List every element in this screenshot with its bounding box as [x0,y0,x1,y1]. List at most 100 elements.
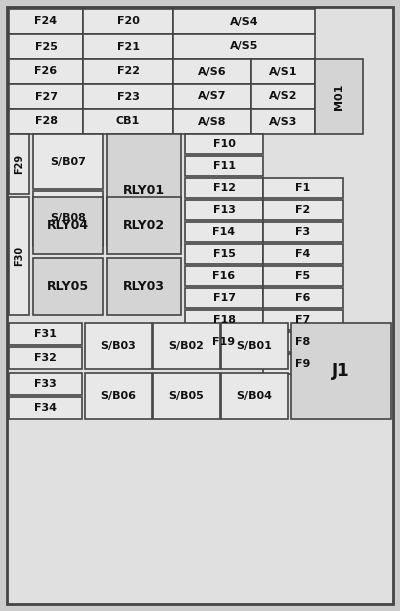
Text: F6: F6 [295,293,311,303]
Text: M01: M01 [334,83,344,110]
Bar [33,191,103,246]
Bar [173,84,251,109]
Text: A/S6: A/S6 [198,67,226,76]
Text: F21: F21 [116,42,140,51]
Bar [263,178,343,198]
Bar [185,332,263,352]
Bar [291,323,391,419]
Bar [9,323,82,345]
Text: F19: F19 [212,337,236,347]
Text: S/B04: S/B04 [236,391,272,401]
Text: F18: F18 [212,315,236,325]
Bar [9,347,82,369]
Bar [9,34,83,59]
Bar [185,288,263,308]
Bar [107,134,181,246]
Bar [83,84,173,109]
Text: S/B03: S/B03 [101,341,136,351]
Bar [263,200,343,220]
Bar [85,323,152,369]
Text: F31: F31 [34,329,57,339]
Text: S/B02: S/B02 [168,341,204,351]
Text: S/B07: S/B07 [50,156,86,167]
Text: F26: F26 [34,67,58,76]
Bar [185,266,263,286]
Text: F25: F25 [34,42,58,51]
Bar [173,59,251,84]
Bar [9,197,29,315]
Text: RLY02: RLY02 [123,219,165,232]
Text: F8: F8 [295,337,311,347]
Bar [9,9,83,34]
Bar [263,266,343,286]
Text: A/S7: A/S7 [198,92,226,101]
Text: RLY05: RLY05 [47,280,89,293]
Text: S/B01: S/B01 [236,341,272,351]
Bar [263,354,343,374]
Bar [9,134,29,194]
Bar [263,310,343,330]
Bar [185,156,263,176]
Bar [185,222,263,242]
Bar [153,373,220,419]
Text: F34: F34 [34,403,57,413]
Bar [173,34,315,59]
Bar [107,258,181,315]
Bar [33,197,103,254]
Text: F17: F17 [212,293,236,303]
Text: F20: F20 [116,16,140,26]
Bar [185,134,263,154]
Bar [173,9,315,34]
Bar [263,244,343,264]
Text: F22: F22 [116,67,140,76]
Bar [33,258,103,315]
Bar [185,200,263,220]
Text: RLY01: RLY01 [123,183,165,197]
Bar [107,197,181,254]
Bar [33,134,103,189]
Bar [263,222,343,242]
Text: RLY04: RLY04 [47,219,89,232]
Bar [251,84,315,109]
Bar [221,323,288,369]
Text: F32: F32 [34,353,57,363]
Text: F14: F14 [212,227,236,237]
Bar [9,373,82,395]
Bar [83,109,173,134]
Text: F16: F16 [212,271,236,281]
Text: F29: F29 [14,154,24,174]
Text: F13: F13 [212,205,236,215]
Bar [85,373,152,419]
Text: F3: F3 [296,227,310,237]
Text: F12: F12 [212,183,236,193]
Text: F4: F4 [295,249,311,259]
Text: S/B06: S/B06 [100,391,136,401]
Bar [9,109,83,134]
Text: F2: F2 [295,205,311,215]
Text: A/S3: A/S3 [269,117,297,126]
Text: F28: F28 [34,117,58,126]
Bar [185,244,263,264]
Text: F1: F1 [295,183,311,193]
Text: F30: F30 [14,246,24,266]
Bar [83,34,173,59]
Text: F15: F15 [212,249,236,259]
Bar [9,59,83,84]
Text: F24: F24 [34,16,58,26]
Text: A/S4: A/S4 [230,16,258,26]
Text: F10: F10 [212,139,236,149]
Bar [315,59,363,134]
Text: A/S8: A/S8 [198,117,226,126]
Bar [185,310,263,330]
Text: CB1: CB1 [116,117,140,126]
Bar [251,59,315,84]
Text: F27: F27 [34,92,58,101]
Bar [251,109,315,134]
Text: F33: F33 [34,379,57,389]
Text: A/S1: A/S1 [269,67,297,76]
Bar [221,373,288,419]
Bar [173,109,251,134]
Text: J1: J1 [332,362,350,380]
Text: F11: F11 [212,161,236,171]
Text: F7: F7 [295,315,311,325]
